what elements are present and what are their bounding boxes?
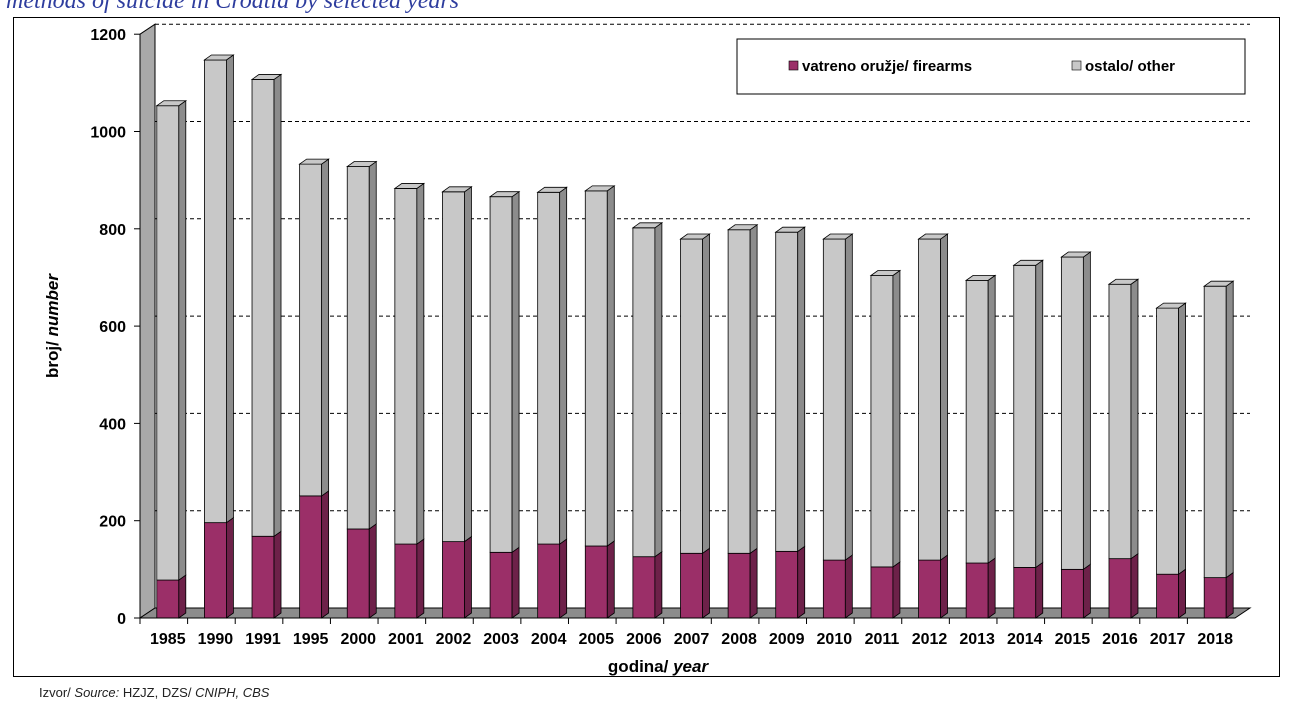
x-tick-label: 2004 — [531, 631, 567, 648]
legend: vatreno oružje/ firearms ostalo/ other — [736, 38, 1246, 95]
legend-swatch-other — [1071, 60, 1082, 71]
legend-label-firearms: vatreno oružje/ firearms — [802, 58, 972, 75]
bar-segment-other — [1107, 278, 1140, 560]
bar-segment-firearms — [822, 554, 853, 619]
bar-segment-other — [298, 158, 330, 497]
x-tick-label: 2008 — [721, 631, 757, 648]
bar-segment-firearms — [1203, 571, 1234, 619]
y-tick-label: 1000 — [90, 125, 126, 142]
legend-swatch-firearms — [788, 60, 799, 71]
x-tick-label: 2013 — [959, 631, 995, 648]
x-tick-label: 2015 — [1055, 631, 1091, 648]
x-axis-ticks: 1985 1990 1991 1995 2000 2001 2002 2003 2004 2005… — [139, 617, 1235, 648]
bar-segment-other — [631, 222, 664, 558]
bar-segment-other — [869, 269, 902, 568]
x-tick-label: 2017 — [1150, 631, 1186, 648]
x-tick-label: 1990 — [198, 631, 234, 648]
x-tick-label: 1991 — [245, 631, 281, 648]
x-tick-label: 2011 — [865, 631, 900, 648]
x-tick-label: 2014 — [1007, 631, 1043, 648]
y-axis-title: broj/ number — [43, 273, 62, 378]
bar-segment-other — [345, 160, 378, 530]
source-note: Izvor/ Source: HZJZ, DZS/ CNIPH, CBS — [39, 685, 270, 700]
bar-segment-other — [917, 233, 949, 561]
bar-segment-firearms — [680, 547, 710, 619]
bar-segment-other — [726, 223, 759, 555]
chart-frame — [13, 17, 1280, 677]
x-tick-label: 1985 — [150, 631, 186, 648]
y-axis-ticks: 0 200 400 600 800 1000 1200 — [90, 27, 141, 628]
bar-segment-other — [584, 185, 616, 547]
bar-segment-other — [1012, 259, 1045, 569]
bars — [155, 54, 1235, 619]
bar-segment-other — [155, 99, 188, 581]
bar-segment-other — [488, 190, 521, 554]
x-tick-label: 2002 — [436, 631, 472, 648]
bar-segment-firearms — [251, 530, 282, 619]
x-tick-label: 1995 — [293, 631, 329, 648]
bar-segment-firearms — [727, 547, 758, 619]
bar-segment-other — [393, 182, 426, 545]
x-tick-label: 2009 — [769, 631, 805, 648]
x-tick-label: 2007 — [674, 631, 710, 648]
bar-segment-firearms — [156, 574, 187, 619]
bar-segment-other — [1155, 302, 1187, 575]
legend-label-other: ostalo/ other — [1085, 58, 1175, 75]
bar-segment-other — [1202, 280, 1235, 579]
bar-segment-firearms — [1013, 561, 1044, 619]
bar-segment-other — [774, 226, 806, 553]
x-tick-label: 2016 — [1102, 631, 1138, 648]
bar-segment-firearms — [584, 540, 615, 619]
bar-segment-firearms — [1108, 552, 1139, 619]
bar-segment-firearms — [632, 550, 663, 619]
bar-segment-other — [441, 186, 473, 543]
x-axis-title: godina/ year — [608, 657, 710, 676]
bar-segment-firearms — [870, 561, 901, 619]
x-tick-label: 2010 — [817, 631, 853, 648]
y-tick-label: 600 — [99, 319, 126, 336]
bar-segment-firearms — [204, 516, 234, 619]
x-tick-label: 2000 — [340, 631, 376, 648]
y-tick-label: 800 — [99, 222, 126, 239]
side-wall — [139, 23, 156, 619]
x-tick-label: 2018 — [1197, 631, 1233, 648]
bar-segment-firearms — [346, 523, 377, 619]
chart-title: methods of suicide in Croatia by selecte… — [6, 0, 460, 14]
x-tick-label: 2012 — [912, 631, 948, 648]
bar-segment-firearms — [1060, 563, 1091, 619]
bar-segment-firearms — [775, 545, 806, 619]
bar-segment-firearms — [537, 538, 568, 619]
bar-segment-other — [964, 274, 997, 564]
bar-segment-firearms — [1156, 568, 1186, 619]
bar-segment-firearms — [918, 554, 948, 619]
bar-segment-firearms — [442, 535, 472, 619]
x-tick-label: 2005 — [578, 631, 614, 648]
x-tick-label: 2006 — [626, 631, 662, 648]
y-tick-label: 1200 — [90, 27, 126, 44]
x-tick-label: 2003 — [483, 631, 519, 648]
y-tick-label: 400 — [99, 416, 126, 433]
bar-segment-other — [679, 233, 711, 555]
y-tick-label: 200 — [99, 514, 126, 531]
bar-segment-other — [1060, 251, 1092, 571]
bar-segment-other — [250, 73, 283, 538]
bar-segment-other — [203, 54, 235, 524]
bar-segment-firearms — [965, 557, 996, 619]
bar-segment-other — [536, 186, 568, 545]
bar-segment-firearms — [394, 538, 425, 619]
legend-box — [736, 38, 1246, 95]
bar-segment-other — [822, 233, 854, 561]
bar-segment-firearms — [299, 490, 330, 619]
x-tick-label: 2001 — [388, 631, 424, 648]
y-tick-label: 0 — [117, 611, 126, 628]
bar-segment-firearms — [489, 546, 520, 619]
